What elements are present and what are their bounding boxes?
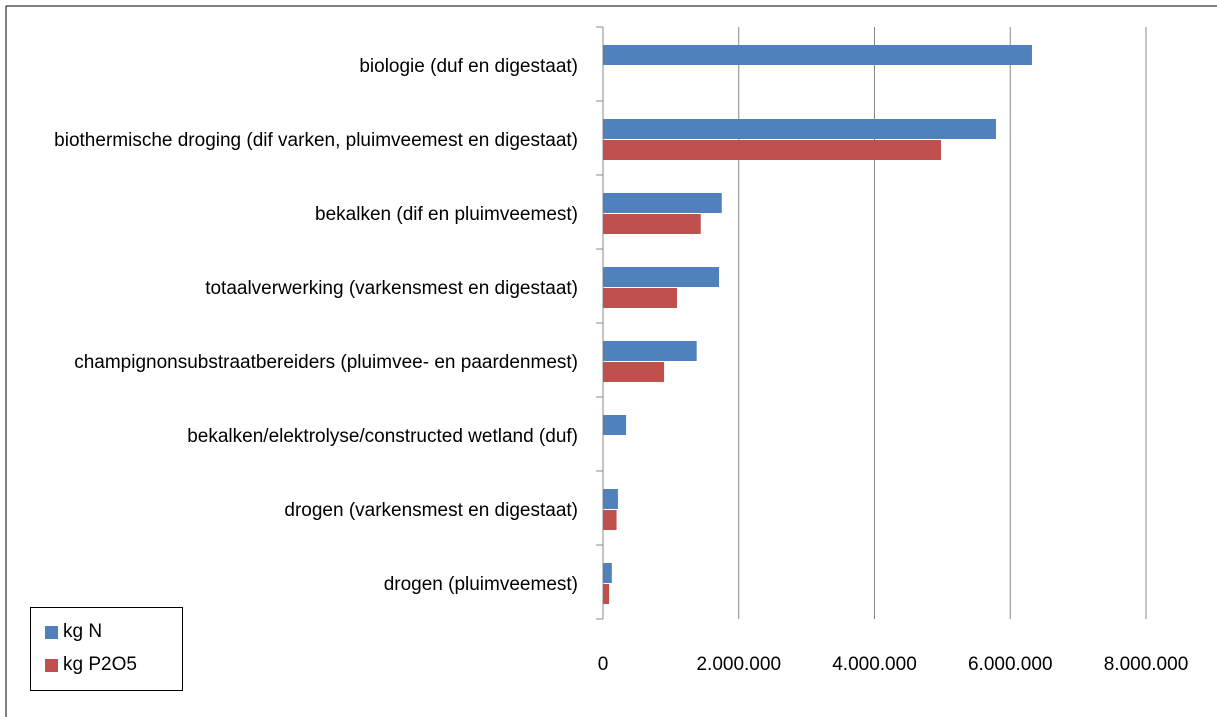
bar (603, 489, 618, 509)
bar (603, 288, 677, 308)
bar (603, 584, 610, 604)
y-tick-label: bekalken (dif en pluimveemest) (315, 203, 578, 225)
bar (603, 563, 612, 583)
legend-label: kg P2O5 (63, 654, 137, 675)
y-tick-label: drogen (pluimveemest) (383, 573, 578, 595)
bar (603, 510, 617, 530)
bar (603, 362, 665, 382)
legend-label: kg N (63, 621, 103, 642)
legend-swatch (45, 625, 58, 639)
legend-swatch (45, 658, 58, 672)
bar (603, 45, 1032, 65)
bar (603, 140, 942, 160)
legend: kg N kg P2O5 (30, 607, 183, 691)
y-tick-label: drogen (varkensmest en digestaat) (284, 499, 578, 521)
y-tick-label: biothermische droging (dif varken, pluim… (54, 129, 578, 151)
x-tick-label: 6.000.000 (968, 654, 1053, 675)
bar (603, 119, 996, 139)
y-tick-label: biologie (duf en digestaat) (359, 55, 578, 77)
bar (603, 415, 627, 435)
y-tick-label: champignonsubstraatbereiders (pluimvee- … (74, 351, 578, 373)
x-tick-label: 2.000.000 (696, 654, 781, 675)
legend-item: kg N (45, 621, 102, 643)
legend-item: kg P2O5 (45, 654, 137, 676)
bar (603, 341, 697, 361)
x-tick-label: 0 (598, 654, 609, 675)
bar (603, 267, 720, 287)
bar (603, 193, 722, 213)
y-tick-label: totaalverwerking (varkensmest en digesta… (205, 277, 578, 299)
x-tick-label: 8.000.000 (1104, 654, 1189, 675)
x-tick-label: 4.000.000 (832, 654, 917, 675)
y-tick-label: bekalken/elektrolyse/constructed wetland… (187, 425, 578, 447)
bar (603, 214, 701, 234)
